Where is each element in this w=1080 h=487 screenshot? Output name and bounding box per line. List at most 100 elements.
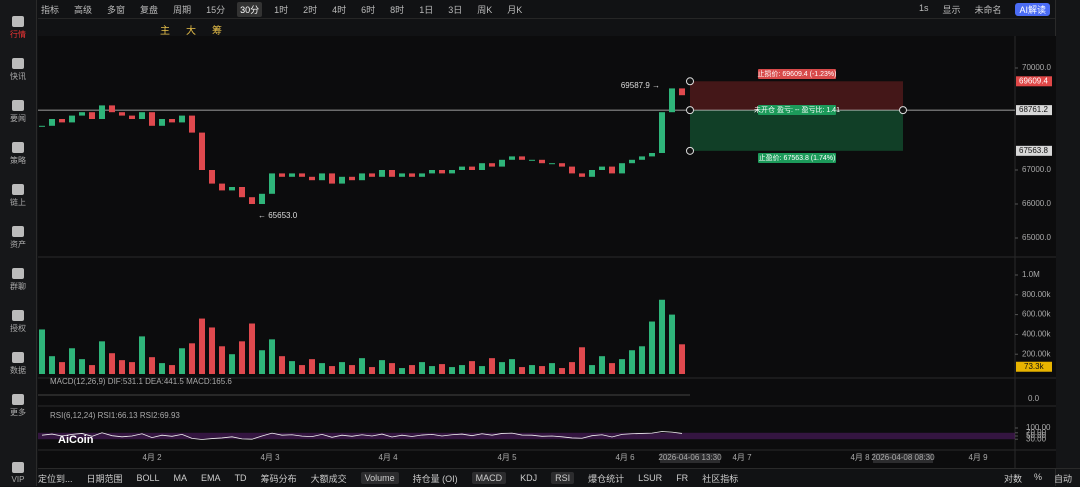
nav-item[interactable]: 行情 <box>0 16 36 40</box>
indicator-tab[interactable]: 大额成交 <box>310 473 347 484</box>
candle <box>589 170 595 177</box>
volume-tag-bg <box>1016 361 1052 372</box>
candle <box>609 166 615 174</box>
candle <box>449 170 455 174</box>
nav-item[interactable]: 数据 <box>0 352 36 376</box>
bottom-left[interactable]: 日期范围 <box>86 473 123 484</box>
toolbar-item[interactable]: 1时 <box>274 4 289 15</box>
toolbar-item[interactable]: 多窗 <box>107 4 126 15</box>
candle <box>379 170 385 177</box>
volume-tick-label: 400.00k <box>1022 330 1051 339</box>
volume-bar <box>379 360 385 374</box>
bottom-right-item[interactable]: 对数 <box>1003 473 1022 484</box>
draw-tool[interactable]: 主 <box>160 26 170 37</box>
nav-item[interactable]: 授权 <box>0 310 36 334</box>
candle <box>399 173 405 177</box>
volume-tick-label: 800.00k <box>1022 290 1051 299</box>
toolbar-right-item[interactable]: 未命名 <box>974 5 1002 15</box>
draw-tool[interactable]: 大 <box>186 26 196 37</box>
nav-label: 快讯 <box>10 72 26 81</box>
toolbar-item[interactable]: 月K <box>507 4 523 15</box>
indicator-tab[interactable]: RSI <box>551 472 575 484</box>
indicator-tab[interactable]: FR <box>676 473 689 483</box>
candle <box>89 112 95 119</box>
toolbar-item[interactable]: 3日 <box>448 4 463 15</box>
nav-item[interactable]: 更多 <box>0 394 36 418</box>
indicator-tab[interactable]: LSUR <box>638 473 663 483</box>
volume-bar <box>59 362 65 374</box>
indicator-tab[interactable]: Volume <box>360 472 399 484</box>
low-label: ← 65653.0 <box>258 211 298 220</box>
toolbar-item[interactable]: 2时 <box>303 4 318 15</box>
toolbar-item[interactable]: 6时 <box>361 4 376 15</box>
indicator-tab[interactable]: MACD <box>471 472 507 484</box>
volume-bar <box>459 365 465 374</box>
handle <box>686 77 694 86</box>
toolbar-item[interactable]: 30分 <box>237 1 263 17</box>
toolbar-item[interactable]: 8时 <box>390 4 405 15</box>
toolbar-right-item[interactable]: 1s <box>918 3 929 13</box>
nav-item[interactable]: VIP <box>0 462 36 484</box>
nav-item[interactable]: 策略 <box>0 142 36 166</box>
indicator-tab[interactable]: 爆仓统计 <box>588 473 625 484</box>
indicator-tab[interactable]: KDJ <box>520 473 538 483</box>
candle <box>639 156 645 160</box>
x-label: 2026-04-08 08:30 <box>871 453 935 462</box>
volume-bar <box>419 362 425 374</box>
indicator-tab[interactable]: BOLL <box>136 473 160 483</box>
rsi-line <box>41 431 683 440</box>
nav-item[interactable]: 资产 <box>0 226 36 250</box>
candle <box>439 170 445 174</box>
toolbar-right: 1s 显示 未命名 AI解读 <box>919 3 1050 16</box>
candle <box>319 173 325 181</box>
x-label-bg <box>873 453 933 463</box>
candle <box>69 115 75 123</box>
nav-item[interactable]: 快讯 <box>0 58 36 82</box>
nav-item[interactable]: 要闻 <box>0 100 36 124</box>
toolbar-right-item[interactable]: 显示 <box>942 5 961 15</box>
indicator-tab[interactable]: MA <box>173 473 188 483</box>
bottom-right-item[interactable]: % <box>1033 471 1042 482</box>
x-label: 4月 2 <box>142 453 162 462</box>
volume-bar <box>79 359 85 374</box>
nav-icon <box>12 184 24 195</box>
toolbar-item[interactable]: 高级 <box>74 4 93 15</box>
toolbar-item[interactable]: 15分 <box>206 4 226 15</box>
volume-bar <box>489 358 495 374</box>
candle <box>359 173 365 181</box>
indicator-tab[interactable]: 筹码分布 <box>260 473 297 484</box>
volume-bar <box>499 362 505 374</box>
volume-bar <box>109 353 115 374</box>
draw-tools: 主大筹 <box>160 22 222 37</box>
toolbar-item[interactable]: 周K <box>477 4 493 15</box>
nav-icon <box>12 58 24 69</box>
bottom-right-item[interactable]: 自动 <box>1053 473 1072 484</box>
candle <box>329 173 335 184</box>
indicator-tab[interactable]: 持仓量 (OI) <box>412 473 458 484</box>
volume-bar <box>509 359 515 374</box>
toolbar-item[interactable]: 复盘 <box>140 4 159 15</box>
candle <box>339 176 345 184</box>
volume-bar <box>199 318 205 374</box>
toolbar-item[interactable]: 周期 <box>173 4 192 15</box>
candle <box>459 166 465 170</box>
toolbar-right-item[interactable]: AI解读 <box>1015 3 1050 16</box>
indicator-tab[interactable]: EMA <box>201 473 221 483</box>
volume-bar <box>359 358 365 374</box>
draw-tool[interactable]: 筹 <box>212 26 222 37</box>
indicator-tab[interactable]: TD <box>234 473 247 483</box>
nav-icon <box>12 352 24 363</box>
nav-label: 更多 <box>10 408 26 417</box>
toolbar-item[interactable]: 4时 <box>332 4 347 15</box>
volume-bar <box>299 365 305 374</box>
toolbar-item[interactable]: 1日 <box>419 4 434 15</box>
nav-item[interactable]: 链上 <box>0 184 36 208</box>
volume-tick-label: 600.00k <box>1022 310 1051 319</box>
volume-bar <box>479 366 485 374</box>
indicator-tab[interactable]: 社区指标 <box>702 473 739 484</box>
nav-item[interactable]: 群聊 <box>0 268 36 292</box>
bottom-left[interactable]: 定位到... <box>38 473 73 484</box>
price-tick-label: 66000.0 <box>1022 199 1051 208</box>
toolbar-item[interactable]: 指标 <box>41 4 60 15</box>
volume-bar <box>659 299 665 374</box>
